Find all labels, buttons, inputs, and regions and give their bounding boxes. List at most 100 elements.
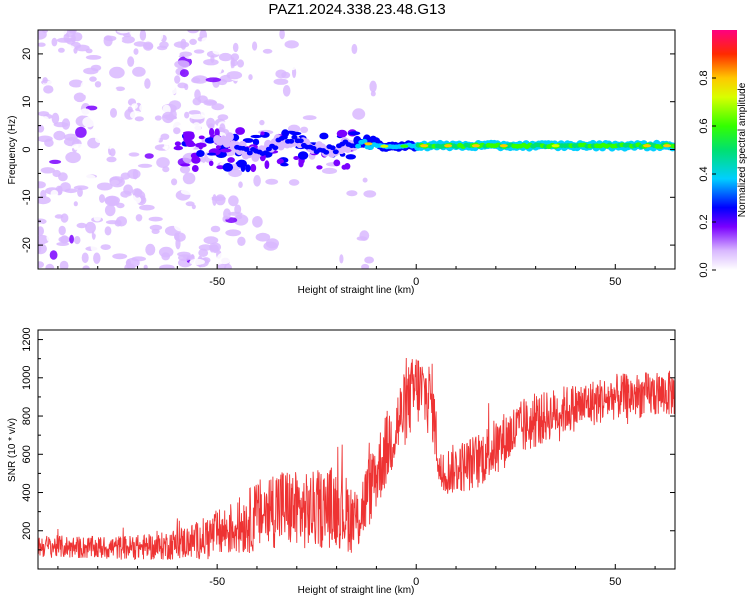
spectrogram-noise-blob bbox=[363, 190, 377, 198]
spectrogram-noise-blob bbox=[73, 201, 78, 207]
spectrogram-noise-blob bbox=[127, 106, 133, 113]
colorbar-label: Normalized spectral amplitude bbox=[737, 82, 748, 217]
spectrogram-cluster-blob bbox=[198, 135, 205, 140]
snr-ytick-label: 600 bbox=[21, 445, 33, 463]
spectrogram-noise-blob bbox=[115, 86, 125, 92]
spectrogram-noise-blob bbox=[222, 203, 229, 210]
spectrogram-noise-blob bbox=[38, 218, 47, 225]
spectrogram-noise-blob bbox=[145, 243, 156, 256]
spectrogram-noise-blob bbox=[75, 126, 87, 138]
spectrogram-noise-blob bbox=[191, 204, 196, 210]
spectrogram-noise-blob bbox=[184, 83, 189, 91]
spectrogram-noise-blob bbox=[339, 254, 344, 264]
spectrogram-noise-blob bbox=[346, 190, 358, 197]
spectrogram-noise-blob bbox=[237, 59, 244, 68]
spectrogram-noise-blob bbox=[182, 172, 196, 185]
spectrogram-hotspot bbox=[663, 144, 671, 148]
snr-ytick-label: 200 bbox=[21, 522, 33, 540]
spectrogram-noise-blob bbox=[38, 226, 44, 236]
spectrogram-noise-blob bbox=[53, 130, 66, 141]
spectrogram-ridge-core bbox=[329, 145, 336, 151]
spectrogram-cluster-blob bbox=[316, 165, 323, 170]
spectrogram-noise-blob bbox=[206, 176, 216, 187]
spectrogram-noise-blob bbox=[106, 156, 117, 163]
spectrogram-noise-blob bbox=[351, 43, 358, 55]
spectrogram-noise-blob bbox=[131, 256, 146, 262]
spectrogram-noise-blob bbox=[75, 246, 82, 254]
spectrogram-noise-blob bbox=[143, 264, 148, 269]
spectrogram-noise-blob bbox=[139, 102, 155, 113]
spectrogram-noise-blob bbox=[347, 218, 363, 229]
spectrogram-noise-blob bbox=[259, 119, 265, 126]
spectrogram-noise-blob bbox=[38, 111, 50, 117]
spectrogram-noise-blob bbox=[100, 143, 109, 148]
spectrogram-noise-blob bbox=[44, 138, 54, 147]
spectrogram-noise-blob bbox=[332, 106, 343, 115]
spectrogram-noise-blob bbox=[71, 143, 87, 150]
spectrogram-noise-blob bbox=[247, 82, 264, 90]
spectrogram-noise-blob bbox=[93, 252, 101, 264]
spectrogram-noise-blob bbox=[100, 244, 111, 251]
snr-panel: -50 0 50 200 400 600 800 1000 1200 Height of str… bbox=[7, 327, 676, 596]
spectrogram-noise-blob bbox=[80, 81, 86, 94]
spectrogram-noise-blob bbox=[275, 69, 287, 79]
spectrogram-noise-blob bbox=[228, 211, 243, 216]
spectrogram-noise-blob bbox=[300, 126, 309, 133]
spectrogram-noise-blob bbox=[156, 157, 170, 168]
spectrogram-ytick-label: -10 bbox=[21, 189, 33, 205]
spectrogram-ridge-core bbox=[361, 138, 368, 144]
spectrogram-cluster-blob bbox=[242, 138, 254, 143]
spectrogram-noise-blob bbox=[126, 160, 139, 165]
spectrogram-cluster-blob bbox=[207, 152, 217, 156]
spectrogram-noise-blob bbox=[104, 195, 120, 205]
spectrogram-noise-blob bbox=[60, 235, 69, 244]
spectrogram-noise-blob bbox=[51, 112, 60, 125]
spectrogram-noise-blob bbox=[205, 77, 221, 83]
spectrogram-noise-blob bbox=[218, 52, 233, 62]
spectrogram-noise-blob bbox=[135, 214, 143, 222]
spectrogram-noise-blob bbox=[103, 35, 113, 47]
snr-ytick-label: 1000 bbox=[21, 366, 33, 390]
spectrogram-noise-blob bbox=[362, 177, 368, 183]
spectrogram-noise-blob bbox=[217, 114, 229, 121]
spectrogram-cluster-blob bbox=[260, 131, 265, 136]
spectrogram-hotspot bbox=[380, 144, 389, 148]
spectrogram-noise-blob bbox=[235, 263, 247, 269]
spectrogram-noise-blob bbox=[128, 152, 140, 157]
spectrogram-noise-blob bbox=[179, 51, 193, 57]
spectrogram-noise-blob bbox=[226, 71, 243, 80]
spectrogram-cluster-blob bbox=[219, 148, 232, 153]
spectrogram-noise-blob bbox=[116, 30, 131, 34]
spectrogram-hotspot bbox=[420, 144, 429, 148]
spectrogram-ridge-core bbox=[262, 150, 269, 156]
spectrogram-cluster-blob bbox=[336, 129, 348, 138]
spectrogram-noise-blob bbox=[85, 55, 102, 60]
spectrogram-noise-blob bbox=[237, 236, 246, 246]
spectrogram-noise-blob bbox=[38, 148, 42, 154]
spectrogram-noise-blob bbox=[164, 83, 178, 95]
spectrogram-noise-blob bbox=[58, 225, 66, 236]
spectrogram-noise-blob bbox=[209, 252, 216, 258]
spectrogram-noise-blob bbox=[99, 194, 105, 203]
spectrogram-noise-blob bbox=[54, 214, 64, 219]
spectrogram-noise-blob bbox=[204, 100, 218, 105]
spectrogram-hotspot bbox=[551, 144, 560, 148]
spectrogram-noise-blob bbox=[209, 242, 222, 252]
spectrogram-noise-blob bbox=[132, 66, 146, 77]
spectrogram-ridge-core bbox=[332, 149, 339, 155]
spectrogram-noise-blob bbox=[93, 215, 101, 222]
spectrogram-cluster-blob bbox=[252, 138, 260, 146]
spectrogram-ylabel: Frequency (Hz) bbox=[7, 116, 18, 185]
spectrogram-noise-blob bbox=[199, 188, 212, 193]
spectrogram-noise-blob bbox=[38, 124, 45, 133]
spectrogram-noise-blob bbox=[73, 185, 89, 190]
snr-ylabel: SNR (10 * v/v) bbox=[7, 418, 18, 482]
spectrogram-noise-blob bbox=[203, 236, 219, 245]
spectrogram-noise-blob bbox=[142, 260, 156, 267]
spectrogram-ytick-label: 0 bbox=[21, 146, 33, 152]
spectrogram-noise-blob bbox=[89, 76, 97, 82]
spectrogram-noise-blob bbox=[290, 64, 296, 71]
spectrogram-noise-blob bbox=[356, 236, 368, 241]
spectrogram-noise-blob bbox=[97, 114, 113, 119]
spectrogram-cluster-blob bbox=[191, 156, 201, 164]
